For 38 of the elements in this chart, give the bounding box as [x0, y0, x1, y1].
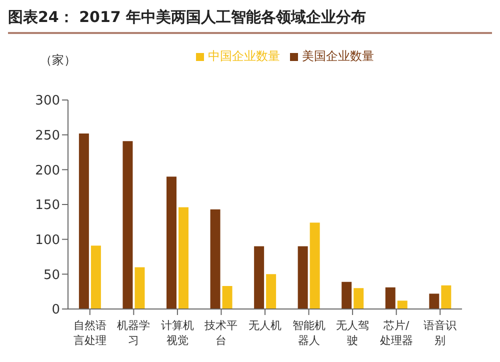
bar: [310, 222, 320, 309]
bar: [134, 267, 145, 309]
y-tick-label: 100: [35, 232, 60, 248]
bar: [385, 287, 396, 309]
bar: [122, 141, 133, 309]
bar: [397, 300, 408, 309]
y-tick-label: 0: [52, 302, 60, 318]
bar: [342, 282, 352, 309]
x-tick-label: 计算机视觉: [160, 319, 194, 347]
bar: [254, 246, 264, 309]
y-tick-label: 150: [35, 198, 60, 214]
bar: [441, 285, 452, 309]
x-tick-label: 无人驾驶: [336, 319, 370, 347]
y-tick-label: 200: [35, 163, 60, 178]
y-tick-label: 50: [43, 268, 60, 283]
chart-title: 图表24： 2017 年中美两国人工智能各领域企业分布: [8, 8, 366, 27]
x-tick-label: 技术平台: [204, 319, 238, 347]
bar: [266, 274, 276, 309]
legend-label: 美国企业数量: [302, 49, 374, 63]
y-axis-title: （家）: [40, 52, 76, 69]
bar: [354, 288, 364, 309]
bar: [298, 246, 308, 309]
bar: [429, 294, 440, 309]
legend-label: 中国企业数量: [208, 49, 280, 63]
x-tick-label: 智能机器人: [292, 319, 326, 347]
x-tick-label: 语音识别: [424, 319, 457, 347]
x-tick-label: 自然语言处理: [73, 319, 106, 347]
bar: [222, 286, 232, 309]
x-tick-label: 无人机: [248, 319, 282, 332]
bar: [178, 207, 188, 309]
x-tick-label: 机器学习: [117, 319, 150, 347]
y-tick-label: 300: [35, 94, 60, 109]
bar: [210, 209, 220, 309]
bar: [166, 176, 176, 309]
bar: [78, 133, 89, 309]
y-tick-label: 250: [35, 128, 60, 144]
bar: [90, 246, 101, 309]
x-tick-label: 芯片/处理器: [380, 319, 413, 347]
